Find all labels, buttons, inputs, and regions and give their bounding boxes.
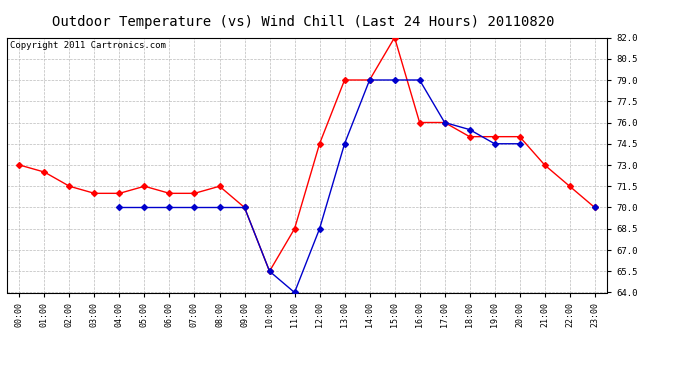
Text: Outdoor Temperature (vs) Wind Chill (Last 24 Hours) 20110820: Outdoor Temperature (vs) Wind Chill (Las… <box>52 15 555 29</box>
Text: Copyright 2011 Cartronics.com: Copyright 2011 Cartronics.com <box>10 41 166 50</box>
